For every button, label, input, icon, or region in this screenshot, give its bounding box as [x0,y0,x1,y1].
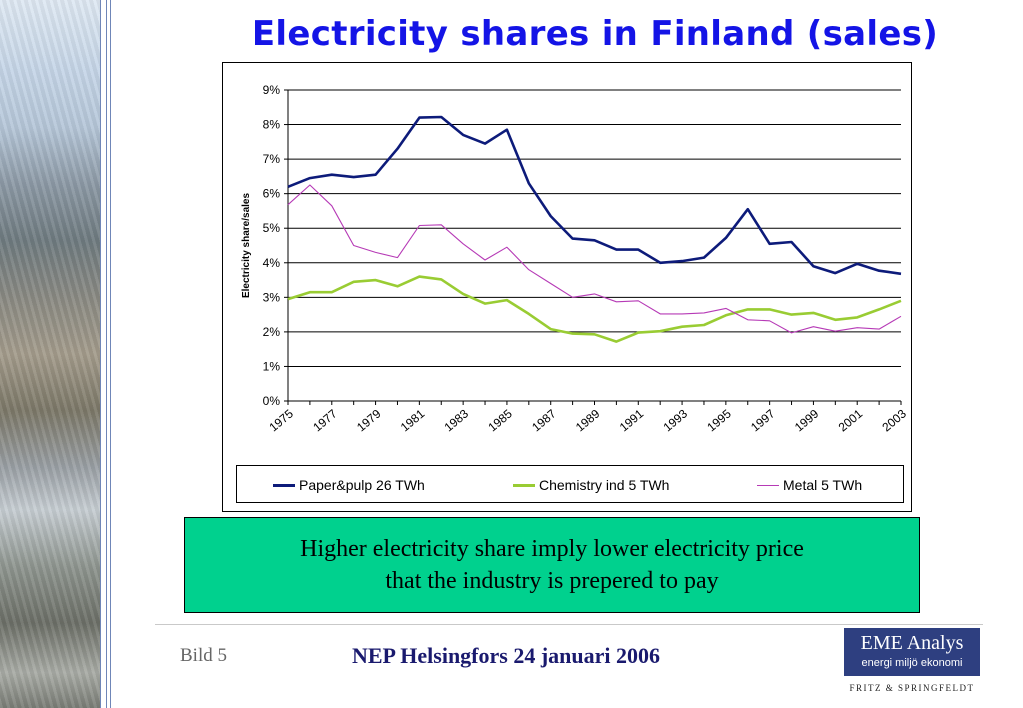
logo-tagline: energi miljö ekonomi [861,657,963,669]
legend-label-paper: Paper&pulp 26 TWh [299,477,425,493]
legend-label-chemistry: Chemistry ind 5 TWh [539,477,670,493]
callout-box: Higher electricity share imply lower ele… [184,517,920,613]
x-tick-label: 1989 [573,406,603,434]
x-tick-label: 1979 [354,406,384,434]
y-tick-label: 1% [263,359,281,373]
legend-item-metal: Metal 5 TWh [757,477,862,493]
chart-frame: 0% 1% 2% 3% 4% 5% 6% 7% 8% 9% 1975 1977 1979 1981 1983… [222,62,912,512]
x-tick-label: 1977 [310,406,340,434]
divider-line-2 [106,0,107,708]
callout-line-1: Higher electricity share imply lower ele… [300,536,804,562]
legend-item-chemistry: Chemistry ind 5 TWh [513,477,669,493]
legend-swatch-chemistry [513,483,535,487]
slide-number: Bild 5 [180,645,227,666]
legend-swatch-paper [273,483,295,487]
divider-line-3 [110,0,111,708]
y-tick-label: 5% [263,221,281,235]
footer-divider [155,624,983,625]
y-tick-label: 7% [263,152,281,166]
logo-name: EME Analys [860,632,964,654]
x-tick-label: 1975 [266,406,296,434]
y-tick-label: 4% [263,256,281,270]
y-tick-label: 2% [263,325,281,339]
legend-label-metal: Metal 5 TWh [783,477,863,493]
x-tick-label: 1983 [442,406,472,434]
y-tick-label: 3% [263,290,281,304]
footer-title: NEP Helsingfors 24 januari 2006 [352,643,661,668]
side-mountain-photo [0,0,100,708]
series-line-metal [287,184,902,334]
logo-subtext: FRITZ & SPRINGFELDT [849,683,975,693]
x-tick-label: 1995 [704,406,734,434]
divider-line-1 [100,0,101,708]
y-tick-label: 8% [263,118,281,132]
x-tick-label: 1997 [748,406,778,434]
x-tick-label: 1999 [792,406,822,434]
y-tick-label: 9% [263,83,281,97]
line-chart: 0% 1% 2% 3% 4% 5% 6% 7% 8% 9% 1975 1977 1979 1981 1983… [241,83,909,434]
company-logo: EME Analys energi miljö ekonomi [844,628,980,676]
legend-item-paper: Paper&pulp 26 TWh [273,477,425,493]
x-tick-label: 2003 [879,406,909,434]
series-line-paper [287,115,902,276]
x-tick-label: 1981 [398,406,428,434]
legend-swatch-metal [757,484,779,486]
x-tick-label: 1987 [529,406,559,434]
x-tick-label: 1985 [485,406,515,434]
callout-line-2: that the industry is prepered to pay [385,568,719,594]
chart-legend: Paper&pulp 26 TWh Chemistry ind 5 TWh Me… [236,465,904,503]
y-tick-label: 6% [263,187,281,201]
x-tick-label: 1991 [617,406,647,434]
y-tick-label: 0% [263,394,281,408]
x-tick-label: 2001 [836,406,866,434]
x-tick-label: 1993 [661,406,691,434]
slide-title: Electricity shares in Finland (sales) [251,14,939,54]
y-axis-title: Electricity share/sales [241,193,252,299]
